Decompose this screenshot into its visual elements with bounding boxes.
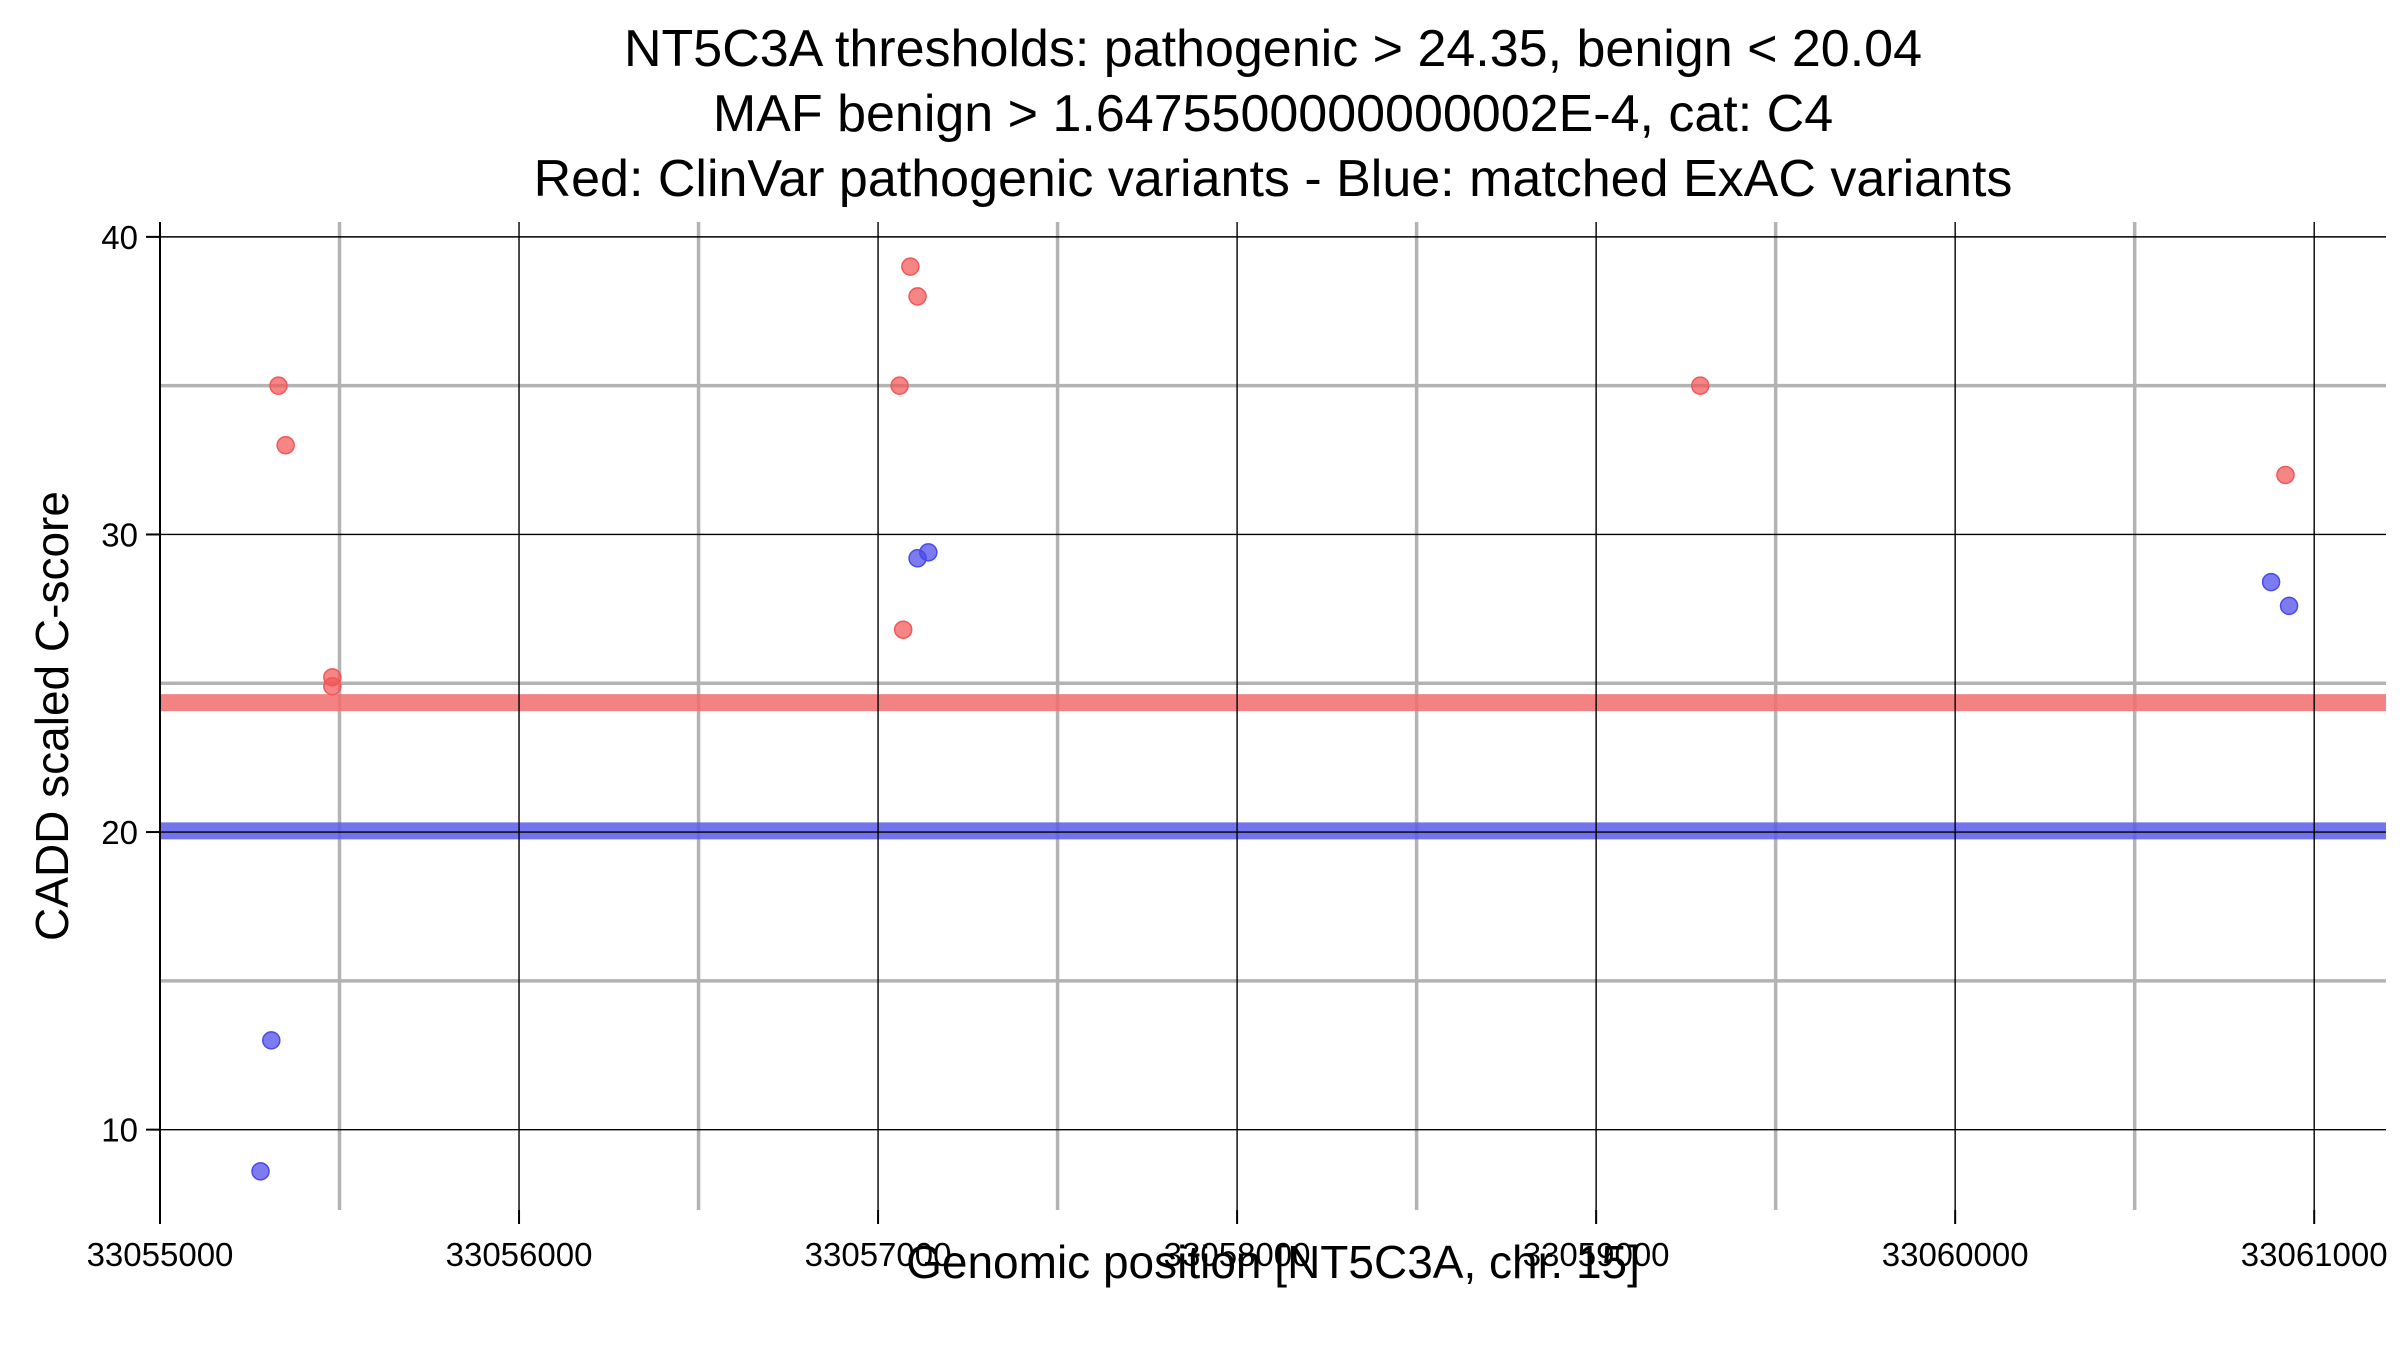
x-tick-label-1: 33056000 [446, 1236, 593, 1273]
data-point-series-1-1 [262, 1031, 281, 1050]
major-grid [159, 222, 2386, 1210]
minor-grid [160, 222, 2386, 1210]
chart-title: NT5C3A thresholds: pathogenic > 24.35, b… [534, 20, 2013, 208]
data-point-series-0-7 [908, 287, 927, 306]
y-tick-label-0: 10 [101, 1112, 138, 1149]
data-point-series-0-9 [2276, 465, 2295, 485]
data-points [251, 257, 2299, 1181]
y-axis-label: CADD scaled C-score [26, 491, 78, 941]
data-point-series-0-3 [323, 676, 342, 696]
x-axis-label: Genomic position [NT5C3A, chr. 15] [906, 1236, 1640, 1288]
x-tick-label-3: 33058000 [1164, 1236, 1311, 1273]
data-point-series-0-0 [269, 376, 288, 395]
x-tick-label-4: 33059000 [1523, 1236, 1670, 1273]
title-line-1: NT5C3A thresholds: pathogenic > 24.35, b… [624, 20, 1922, 78]
title-line-3: Red: ClinVar pathogenic variants - Blue:… [534, 150, 2013, 208]
data-point-series-1-4 [2261, 572, 2281, 592]
title-line-2: MAF benign > 1.6475500000000002E-4, cat:… [713, 85, 1833, 143]
data-point-series-0-4 [890, 376, 909, 395]
data-point-series-1-0 [251, 1162, 270, 1181]
threshold-lines [160, 694, 2386, 840]
x-tick-label-0: 33055000 [87, 1236, 234, 1273]
data-point-series-0-6 [901, 257, 920, 276]
axis-labels: Genomic position [NT5C3A, chr. 15] CADD s… [26, 491, 1640, 1288]
data-point-series-0-5 [893, 620, 913, 639]
y-tick-label-3: 40 [101, 219, 138, 256]
data-point-series-1-5 [2279, 596, 2299, 616]
x-tick-label-2: 33057000 [805, 1236, 952, 1273]
data-point-series-0-8 [1690, 376, 1710, 395]
y-tick-label-2: 30 [101, 516, 138, 553]
x-tick-label-6: 33061000 [2241, 1236, 2388, 1273]
data-point-series-1-3 [919, 543, 938, 562]
x-tick-label-5: 33060000 [1882, 1236, 2029, 1273]
axes: 10 20 30 40 33055000 33056000 33057000 33058000… [87, 219, 2388, 1273]
y-tick-label-1: 20 [101, 814, 138, 851]
data-point-series-0-1 [276, 435, 295, 455]
